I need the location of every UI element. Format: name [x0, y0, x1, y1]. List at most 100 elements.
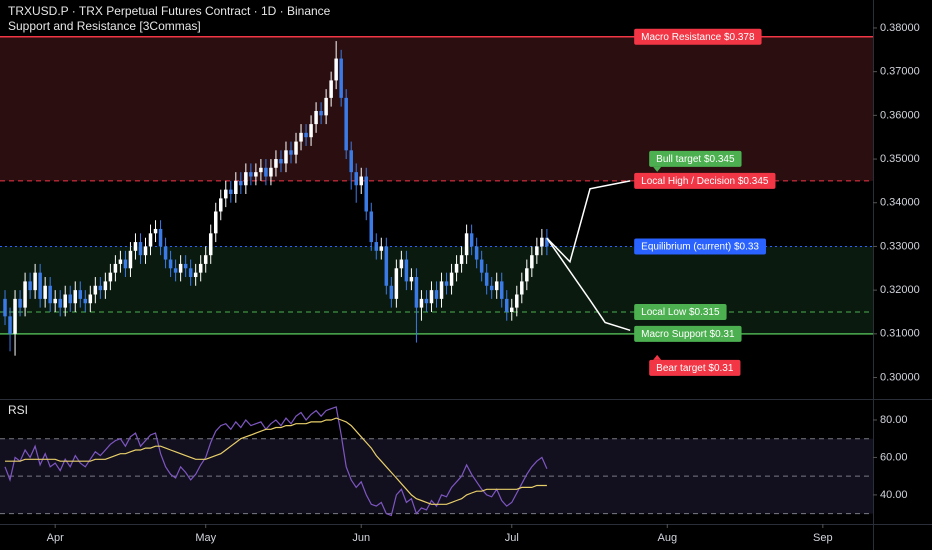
candle-body — [188, 268, 193, 278]
candle-body — [108, 272, 113, 282]
candle-body — [359, 176, 363, 186]
candle-body — [143, 246, 148, 256]
candle-body — [279, 159, 283, 164]
candle-body — [113, 263, 118, 273]
candle-body — [68, 294, 72, 304]
candle-body — [284, 150, 288, 164]
candle-body — [229, 189, 233, 195]
candle-body — [344, 97, 348, 151]
candle-body — [274, 159, 278, 168]
axes: 0.30000 0.31000 0.32000 0.33000 0.34000 0.350… — [47, 22, 920, 544]
candle-body — [444, 281, 449, 286]
candle-body — [339, 58, 343, 98]
candle-body — [198, 263, 203, 273]
candle-body — [83, 298, 88, 304]
y-tick-label: 0.37000 — [880, 66, 920, 78]
candle-body — [23, 281, 27, 308]
zone — [0, 36, 873, 181]
candle-body — [449, 272, 454, 286]
candle-body — [254, 172, 258, 177]
candle-body — [173, 268, 178, 273]
x-tick-label: Apr — [47, 532, 64, 544]
candle-body — [88, 294, 93, 304]
x-tick-label: Jun — [352, 532, 370, 544]
candle-body — [3, 298, 7, 317]
candle-body — [224, 189, 228, 199]
candle-body — [13, 298, 17, 334]
candle-body — [33, 272, 37, 291]
level-tag-label: Local High / Decision $0.345 — [641, 176, 769, 187]
candle-body — [334, 58, 338, 81]
target-tag-pointer — [653, 166, 662, 172]
level-tag-box — [634, 325, 742, 342]
candle-body — [269, 167, 273, 177]
candle-body — [394, 268, 399, 299]
candle-body — [193, 272, 198, 278]
chart-subtitle: Support and Resistance [3Commas] — [8, 19, 201, 33]
x-tick-label: Aug — [658, 532, 678, 544]
candle-body — [178, 263, 183, 273]
candle-body — [289, 150, 293, 155]
y-tick-label: 0.32000 — [880, 284, 920, 296]
target-tag: Bull target $0.345 — [649, 150, 742, 172]
level-tag-label: Macro Support $0.31 — [641, 329, 735, 340]
candle-body — [404, 259, 409, 282]
candle-body — [18, 298, 22, 308]
candle-body — [259, 167, 263, 173]
candle-body — [324, 97, 328, 116]
candle-body — [208, 233, 213, 256]
rsi-title: RSI — [8, 403, 28, 417]
candle-body — [63, 294, 67, 308]
candle-body — [515, 294, 519, 308]
target-tag-box — [649, 359, 741, 376]
target-tag: Bear target $0.31 — [649, 354, 741, 376]
y-tick-label: 0.33000 — [880, 240, 920, 252]
candle-body — [148, 233, 153, 247]
candle-body — [349, 150, 353, 173]
candle-body — [264, 167, 268, 177]
candle-body — [499, 281, 504, 299]
candle-body — [419, 298, 424, 308]
target-tag-label: Bull target $0.345 — [656, 154, 735, 165]
candle-body — [309, 124, 313, 138]
candle-body — [103, 281, 108, 291]
candle-body — [304, 132, 308, 138]
candle-body — [439, 281, 444, 299]
candle-body — [163, 246, 168, 260]
candle-body — [454, 263, 459, 273]
price-pane: Macro Resistance $0.378 Local High / Deci… — [3, 28, 776, 376]
level-tag: Macro Resistance $0.378 — [634, 28, 762, 45]
candle-body — [203, 255, 208, 264]
candle-body — [93, 285, 98, 295]
target-tag-label: Bear target $0.31 — [656, 363, 734, 374]
candle-body — [319, 110, 323, 116]
candle-body — [8, 316, 12, 334]
candle-body — [73, 290, 78, 304]
candle-body — [479, 259, 484, 273]
y-tick-label: 0.30000 — [880, 371, 920, 383]
x-tick-label: Jul — [505, 532, 519, 544]
level-tag-box — [634, 172, 776, 189]
y-tick-label: 0.38000 — [880, 22, 920, 34]
rsi-line — [5, 417, 547, 505]
level-tag: Macro Support $0.31 — [634, 325, 742, 342]
rsi-background — [0, 438, 873, 515]
candle-body — [38, 272, 42, 299]
x-tick-label: Sep — [813, 532, 833, 544]
rsi-y-tick-label: 60.00 — [880, 451, 908, 463]
candle-body — [429, 290, 434, 304]
candle-body — [540, 237, 544, 247]
candle-body — [484, 272, 489, 286]
candle-body — [329, 80, 333, 98]
rsi-pane — [4, 406, 548, 517]
candle-body — [43, 285, 47, 299]
candle-body — [424, 298, 429, 304]
candle-body — [58, 298, 62, 308]
candle-body — [153, 228, 158, 234]
candle-body — [128, 250, 133, 269]
candle-body — [28, 281, 32, 291]
candle-body — [183, 263, 188, 269]
candle-body — [434, 290, 439, 299]
target-tag-pointer — [653, 354, 662, 360]
